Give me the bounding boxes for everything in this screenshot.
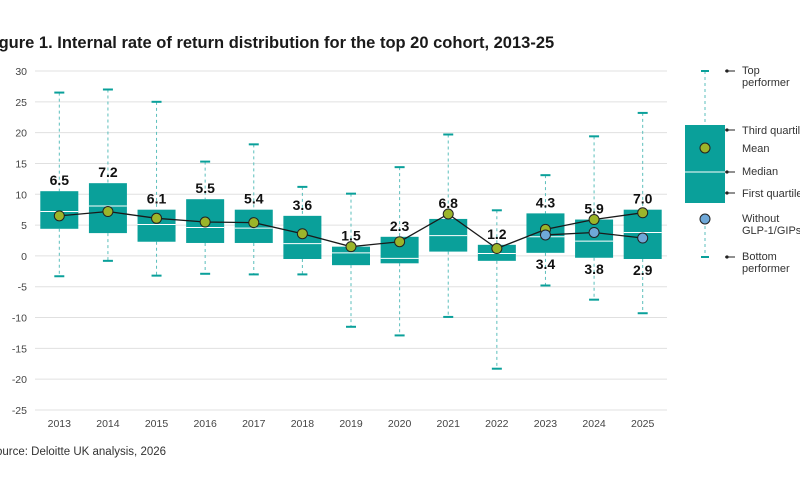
gridlines [35,70,667,411]
legend-leader-dot [725,191,729,195]
mean-data-label: 1.5 [341,228,361,244]
legend-top-performer-label-2: performer [742,77,790,89]
mean-point [296,228,308,240]
without-data-label: 2.9 [633,262,653,278]
x-tick-label: 2018 [291,418,315,430]
legend-without-label: Without [742,213,779,225]
x-axis-ticks: 2013 2014 2015 2016 2017 2018 2019 2020 2021 2022… [48,418,655,430]
y-axis-ticks: 30 25 20 15 10 5 0 -5 -10 -15 -20 -25 [12,66,27,417]
legend-top-performer-label: Top [742,65,760,77]
legend-leader-dot [725,69,729,73]
without-data-label: 3.8 [584,261,604,277]
without-data-label: 3.4 [536,256,556,272]
y-tick-label: -10 [12,313,27,325]
mean-point [102,206,114,218]
whiskers [54,88,648,370]
legend-bottom-performer-label: Bottom [742,251,777,263]
x-tick-label: 2020 [388,418,412,430]
mean-data-label: 5.5 [195,180,215,196]
source-note: ource: Deloitte UK analysis, 2026 [0,446,167,458]
box [332,246,370,266]
chart-title: igure 1. Internal rate of return distrib… [0,34,555,52]
legend-mean-marker [699,142,711,154]
y-tick-label: -5 [18,282,27,294]
legend-third-quartile-label: Third quartile [742,125,800,137]
without-point [539,229,551,241]
mean-data-label: 6.5 [50,172,70,188]
legend-first-quartile-label: First quartile [742,188,800,200]
y-tick-label: -20 [12,374,27,386]
mean-data-label: 1.2 [487,226,507,242]
mean-point [394,236,406,248]
x-tick-label: 2017 [242,418,266,430]
y-tick-label: 10 [15,189,27,201]
mean-point [491,243,503,255]
mean-point [151,212,163,224]
mean-data-label: 6.1 [147,191,167,207]
mean-data-label: 7.2 [98,164,118,180]
legend-leader-dot [725,170,729,174]
x-tick-label: 2025 [631,418,655,430]
legend-box [685,125,725,203]
x-tick-label: 2024 [582,418,606,430]
legend-median-label: Median [742,166,778,178]
legend-leader-dot [725,255,729,259]
mean-data-label: 5.9 [584,201,604,217]
box [40,191,79,229]
x-tick-label: 2022 [485,418,509,430]
points [53,206,649,255]
y-tick-label: -15 [12,343,27,355]
mean-data-label: 3.6 [293,197,313,213]
y-tick-label: 5 [21,220,27,232]
y-tick-label: 0 [21,251,27,263]
mean-point [345,241,357,253]
legend-without-marker [699,213,711,225]
legend-without-label-2: GLP-1/GIPs [742,225,800,237]
y-tick-label: 20 [15,128,27,140]
mean-point [442,208,454,220]
mean-data-label: 7.0 [633,191,653,207]
y-tick-label: 15 [15,158,27,170]
legend-leader-dot [725,128,729,132]
x-tick-label: 2021 [437,418,461,430]
without-point [588,226,600,238]
mean-data-label: 5.4 [244,191,264,207]
legend-mean-label: Mean [742,143,770,155]
without-point [637,232,649,244]
legend-bottom-performer-label-2: performer [742,263,790,275]
x-tick-label: 2023 [534,418,558,430]
mean-point [199,216,211,228]
x-tick-label: 2015 [145,418,169,430]
mean-data-label: 6.8 [438,195,458,211]
x-tick-label: 2014 [96,418,120,430]
mean-point [53,210,65,222]
y-tick-label: 25 [15,97,27,109]
x-tick-label: 2016 [193,418,217,430]
mean-data-label: 2.3 [390,218,410,234]
mean-point [588,214,600,226]
x-tick-label: 2013 [48,418,72,430]
y-tick-label: 30 [15,66,27,78]
mean-point [248,217,260,229]
y-tick-label: -25 [12,405,27,417]
data-labels: 6.5 7.2 6.1 5.5 5.4 3.6 1.5 2.3 6.8 1.2 4.3 5.9 7.0 3… [50,164,653,278]
mean-data-label: 4.3 [536,194,556,210]
mean-point [637,207,649,219]
box [575,219,614,258]
x-tick-label: 2019 [339,418,363,430]
